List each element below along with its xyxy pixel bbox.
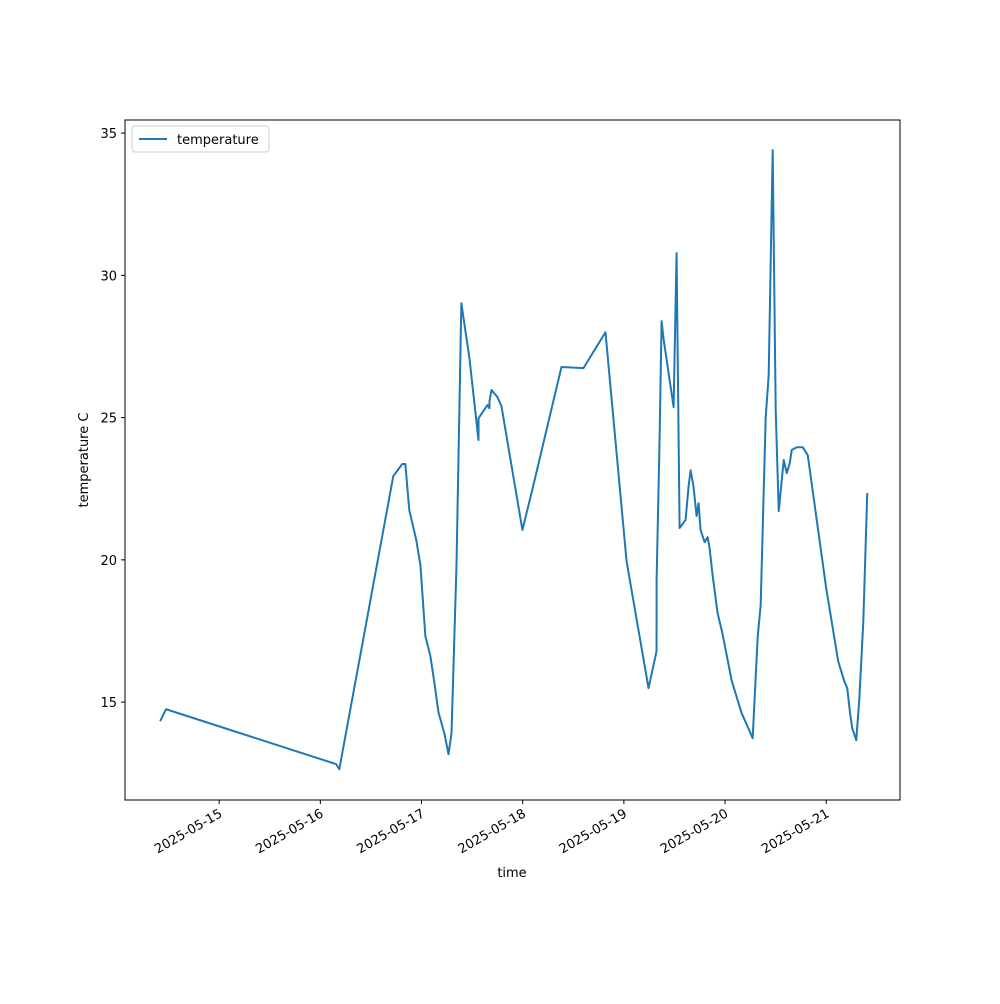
legend-label: temperature <box>177 133 259 148</box>
y-tick-label: 30 <box>100 269 117 284</box>
y-tick-label: 35 <box>100 127 117 142</box>
y-tick-label: 25 <box>100 412 117 427</box>
line <box>159 149 869 771</box>
y-tick-label: 20 <box>100 554 117 569</box>
y-axis-label: temperature C <box>77 413 92 508</box>
axes-frame <box>124 119 901 801</box>
x-axis-label: time <box>497 866 526 881</box>
legend-box <box>131 125 270 153</box>
y-tick-label: 15 <box>100 696 117 711</box>
